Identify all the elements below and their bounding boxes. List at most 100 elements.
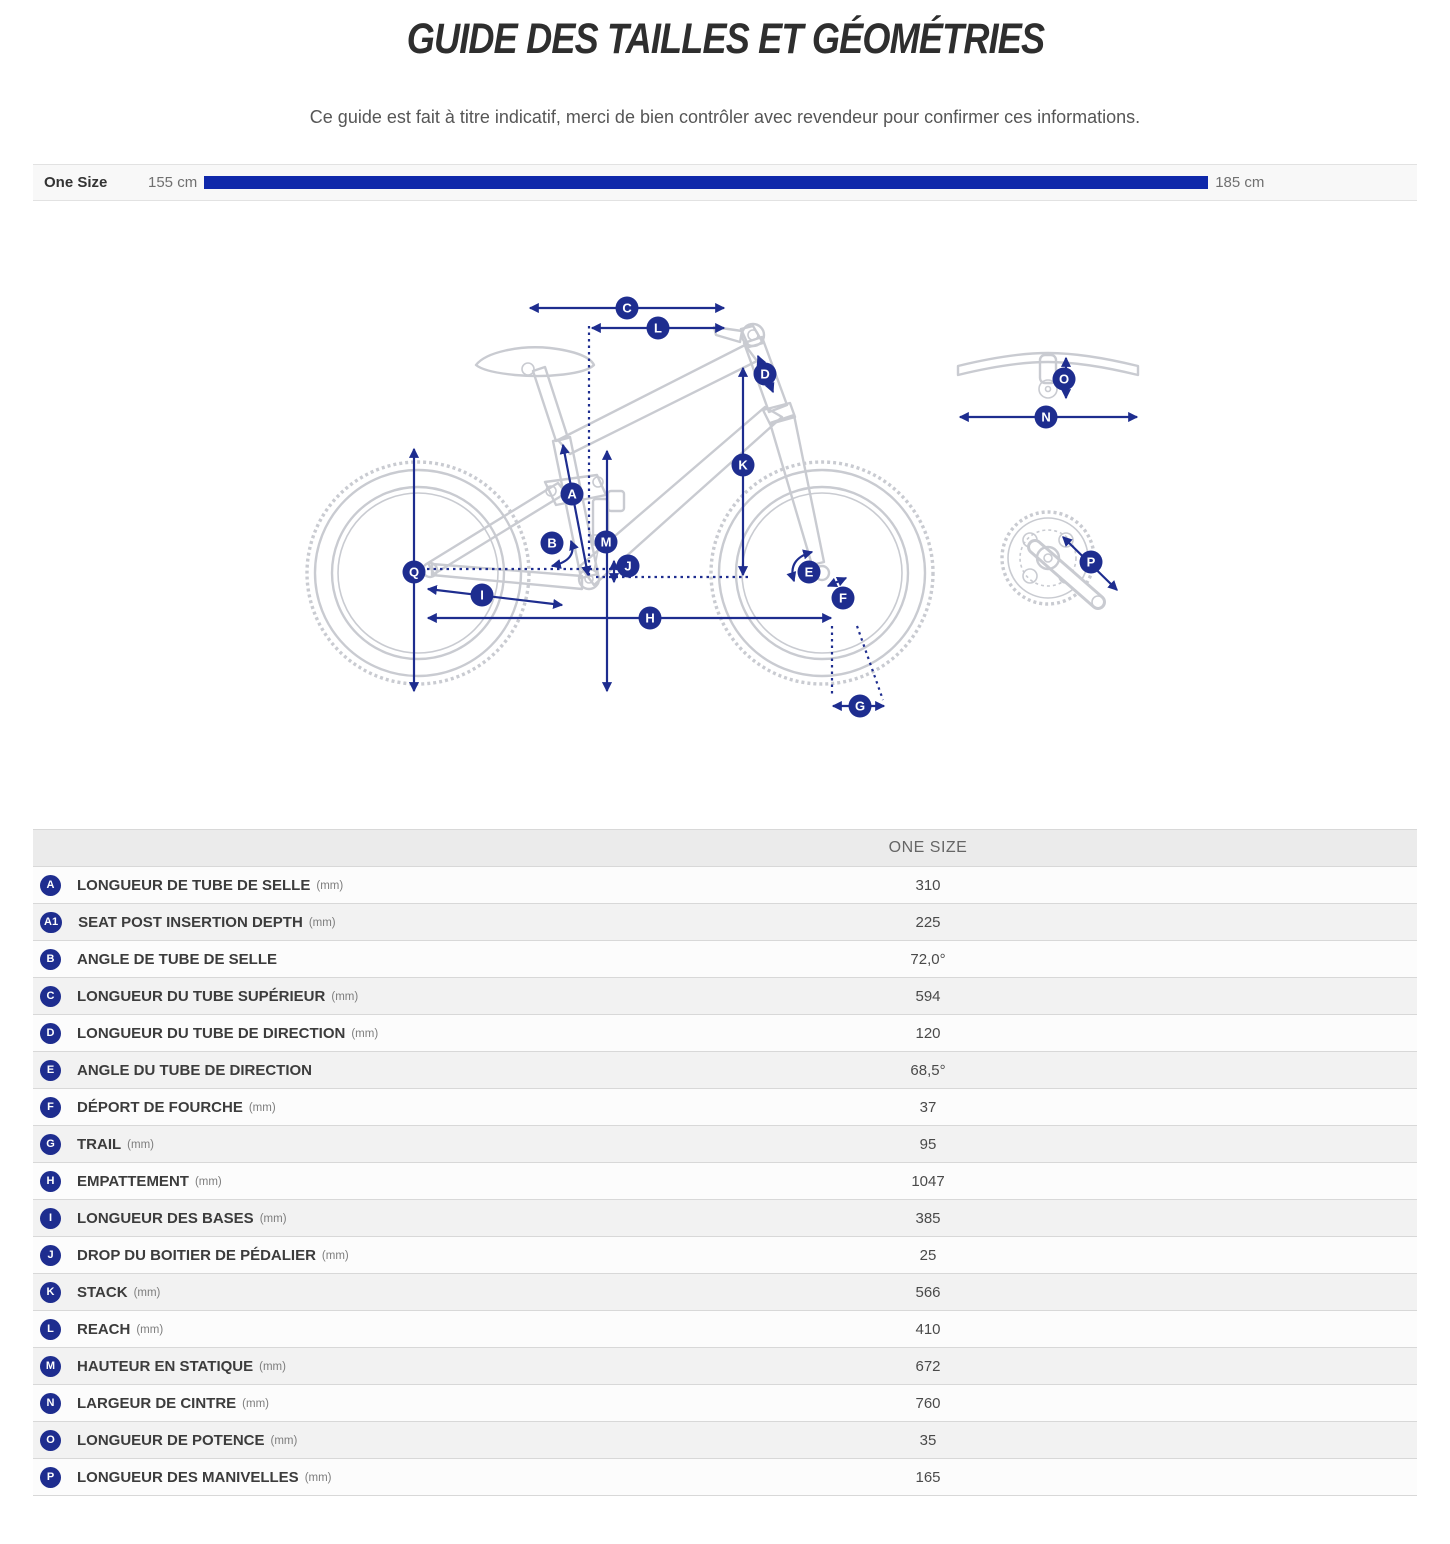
- svg-text:H: H: [645, 611, 654, 626]
- table-row-l: L REACH (mm) 410: [33, 1310, 1417, 1347]
- row-badge-n: N: [40, 1392, 61, 1414]
- diagram-marker-q: Q: [402, 560, 426, 584]
- diagram-marker-k: K: [731, 453, 755, 477]
- row-label: TRAIL: [77, 1135, 122, 1153]
- row-badge-f: F: [40, 1096, 61, 1118]
- row-label: SEAT POST INSERTION DEPTH: [78, 913, 303, 931]
- svg-text:B: B: [547, 536, 556, 551]
- diagram-marker-g: G: [848, 694, 872, 718]
- row-value: 95: [919, 1135, 937, 1153]
- svg-text:N: N: [1041, 410, 1050, 425]
- page-subtitle: Ce guide est fait à titre indicatif, mer…: [309, 107, 1141, 127]
- row-label: EMPATTEMENT: [77, 1172, 189, 1190]
- row-label: REACH: [77, 1320, 131, 1338]
- svg-text:M: M: [601, 535, 612, 550]
- row-unit: (mm): [194, 1176, 222, 1188]
- svg-text:O: O: [1059, 372, 1069, 387]
- page-title: GUIDE DES TAILLES ET GÉOMÉTRIES: [406, 15, 1044, 63]
- row-unit: (mm): [136, 1324, 164, 1336]
- diagram-marker-o: O: [1052, 367, 1076, 391]
- table-row-c: C LONGUEUR DU TUBE SUPÉRIEUR (mm) 594: [33, 977, 1417, 1014]
- handlebar-top-view: [956, 351, 1140, 399]
- table-row-p: P LONGUEUR DES MANIVELLES (mm) 165: [33, 1458, 1417, 1495]
- diagram-marker-n: N: [1034, 405, 1058, 429]
- diagram-markers: C L D K A B MJ Q I H E F G O N P: [402, 296, 1103, 718]
- svg-text:A: A: [567, 487, 577, 502]
- row-badge-e: E: [40, 1059, 61, 1081]
- row-value: 120: [915, 1024, 941, 1042]
- row-label: LONGUEUR DU TUBE SUPÉRIEUR: [77, 987, 326, 1005]
- size-min-height: 155 cm: [148, 174, 198, 191]
- row-value: 35: [919, 1431, 937, 1449]
- table-row-h: H EMPATTEMENT (mm) 1047: [33, 1162, 1417, 1199]
- table-row-j: J DROP DU BOITIER DE PÉDALIER (mm) 25: [33, 1236, 1417, 1273]
- diagram-marker-h: H: [638, 606, 662, 630]
- svg-text:E: E: [805, 565, 814, 580]
- table-row-f: F DÉPORT DE FOURCHE (mm) 37: [33, 1088, 1417, 1125]
- row-unit: (mm): [331, 991, 359, 1003]
- geometry-diagram: C L D K A B MJ Q I H E F G O N P: [305, 296, 1140, 718]
- row-badge-l: L: [40, 1318, 61, 1340]
- table-header-row: ONE SIZE: [33, 829, 1417, 866]
- diagram-marker-l: L: [646, 316, 670, 340]
- svg-text:I: I: [480, 588, 484, 603]
- row-unit: (mm): [259, 1213, 287, 1225]
- svg-text:L: L: [654, 321, 662, 336]
- diagram-marker-a: A: [560, 482, 584, 506]
- row-label: LONGUEUR DE TUBE DE SELLE: [77, 876, 311, 894]
- row-label: STACK: [77, 1283, 128, 1301]
- size-max-height: 185 cm: [1215, 174, 1265, 191]
- column-header: ONE SIZE: [888, 839, 968, 856]
- row-value: 72,0°: [910, 950, 946, 968]
- table-row-n: N LARGEUR DE CINTRE (mm) 760: [33, 1384, 1417, 1421]
- row-label: LARGEUR DE CINTRE: [77, 1394, 237, 1412]
- row-label: ANGLE DU TUBE DE DIRECTION: [77, 1061, 313, 1079]
- row-label: ANGLE DE TUBE DE SELLE: [77, 950, 278, 968]
- table-row-d: D LONGUEUR DU TUBE DE DIRECTION (mm) 120: [33, 1014, 1417, 1051]
- row-unit: (mm): [308, 917, 336, 929]
- row-badge-m: M: [40, 1355, 61, 1377]
- row-label: DÉPORT DE FOURCHE: [77, 1098, 243, 1116]
- svg-text:J: J: [624, 559, 631, 574]
- table-row-g: G TRAIL (mm) 95: [33, 1125, 1417, 1162]
- svg-text:C: C: [622, 301, 632, 316]
- front-wheel: [709, 460, 935, 686]
- row-value: 385: [915, 1209, 941, 1227]
- row-badge-a1: A1: [40, 911, 63, 933]
- row-unit: (mm): [304, 1472, 332, 1484]
- row-unit: (mm): [242, 1398, 269, 1410]
- table-row-b: B ANGLE DE TUBE DE SELLE 72,0°: [33, 940, 1417, 977]
- row-badge-a: A: [40, 874, 61, 896]
- row-value: 760: [915, 1394, 941, 1412]
- row-value: 566: [915, 1283, 941, 1301]
- row-value: 25: [919, 1246, 937, 1264]
- row-value: 594: [915, 987, 941, 1005]
- svg-text:Q: Q: [409, 565, 419, 580]
- row-value: 410: [915, 1320, 941, 1338]
- row-unit: (mm): [127, 1139, 154, 1151]
- size-range-bar: [204, 176, 1209, 189]
- row-unit: (mm): [248, 1102, 276, 1114]
- row-badge-d: D: [40, 1022, 61, 1044]
- row-badge-i: I: [40, 1207, 61, 1229]
- table-row-m: M HAUTEUR EN STATIQUE (mm) 672: [33, 1347, 1417, 1384]
- page: { "page": { "title": "GUIDE DES TAILLES …: [0, 14, 1450, 1544]
- table-row-a: A LONGUEUR DE TUBE DE SELLE (mm) 310: [33, 866, 1417, 903]
- size-label: One Size: [44, 174, 108, 191]
- row-value: 672: [915, 1357, 941, 1375]
- row-unit: (mm): [321, 1250, 349, 1262]
- table-row-i: I LONGUEUR DES BASES (mm) 385: [33, 1199, 1417, 1236]
- svg-text:F: F: [839, 591, 847, 606]
- row-value: 165: [915, 1468, 941, 1486]
- row-badge-k: K: [40, 1281, 61, 1303]
- diagram-marker-i: I: [470, 583, 494, 607]
- row-label: LONGUEUR DU TUBE DE DIRECTION: [77, 1024, 346, 1042]
- row-value: 1047: [911, 1172, 945, 1190]
- svg-text:P: P: [1087, 555, 1096, 570]
- row-badge-b: B: [40, 948, 61, 970]
- table-row-e: E ANGLE DU TUBE DE DIRECTION 68,5°: [33, 1051, 1417, 1088]
- row-unit: (mm): [259, 1361, 286, 1373]
- row-badge-g: G: [40, 1133, 61, 1155]
- row-label: HAUTEUR EN STATIQUE: [77, 1357, 254, 1375]
- svg-text:G: G: [855, 699, 865, 714]
